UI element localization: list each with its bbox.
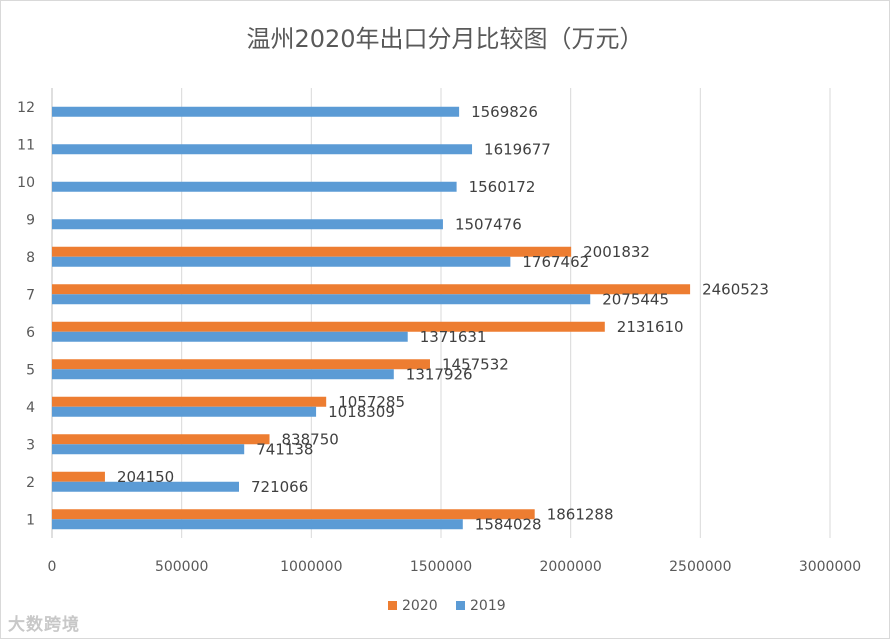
data-label-2020-5: 1457532 (442, 355, 509, 373)
data-label-2019-2: 721066 (251, 478, 308, 496)
x-axis-ticks: 0 500000 1000000 1500000 2000000 2500000 30000… (48, 559, 862, 575)
data-label-2020-8: 2001832 (583, 243, 650, 261)
bar-2019-2 (52, 481, 239, 492)
x-tick-label-0: 0 (48, 559, 57, 575)
legend-label-2019: 2019 (470, 598, 506, 614)
data-label-2019-4: 1018309 (328, 403, 395, 421)
data-label-2020-7: 2460523 (702, 280, 769, 298)
y-tick-label-7: 7 (26, 287, 35, 303)
x-tick-label-1: 500000 (155, 559, 208, 575)
x-tick-label-3: 1500000 (410, 559, 472, 575)
x-tick-label-5: 2500000 (669, 559, 731, 575)
data-label-2019-9: 1507476 (455, 215, 522, 233)
bar-2019-4 (52, 406, 317, 417)
y-tick-label-4: 4 (26, 400, 35, 416)
data-label-2019-6: 1371631 (420, 328, 487, 346)
watermark-logo: 大数跨境 (8, 610, 80, 635)
y-tick-label-9: 9 (26, 212, 35, 228)
bar-2020-2 (52, 471, 105, 482)
bar-2019-10 (52, 181, 457, 192)
y-tick-label-6: 6 (26, 325, 35, 341)
bar-2019-11 (52, 144, 473, 155)
x-tick-label-4: 2000000 (539, 559, 601, 575)
data-label-2019-10: 1560172 (469, 178, 536, 196)
data-label-2019-3: 741138 (256, 440, 313, 458)
data-label-2019-11: 1619677 (484, 140, 551, 158)
data-label-2020-6: 2131610 (617, 318, 684, 336)
data-label-2020-2: 204150 (117, 468, 174, 486)
y-tick-label-11: 11 (17, 137, 35, 153)
chart-title: 温州2020年出口分月比较图（万元） (246, 25, 643, 53)
bar-2020-5 (52, 359, 430, 370)
y-tick-label-8: 8 (26, 250, 35, 266)
y-tick-label-12: 12 (17, 100, 35, 116)
data-label-2019-7: 2075445 (602, 290, 669, 308)
data-label-2019-8: 1767462 (522, 253, 589, 271)
bar-2020-3 (52, 434, 270, 445)
bar-2019-6 (52, 331, 408, 342)
data-label-2020-4: 1057285 (338, 393, 405, 411)
watermark-text: 大数跨境 (8, 615, 80, 635)
data-label-2019-5: 1317926 (406, 365, 473, 383)
bar-2019-5 (52, 369, 394, 380)
x-tick-label-6: 3000000 (799, 559, 861, 575)
legend: 2020 2019 (388, 598, 506, 614)
bar-2019-12 (52, 106, 460, 117)
bar-2019-1 (52, 519, 463, 530)
bar-2020-7 (52, 284, 691, 295)
y-tick-label-3: 3 (26, 437, 35, 453)
bar-2019-8 (52, 256, 511, 267)
data-label-2019-12: 1569826 (471, 103, 538, 121)
bars (52, 106, 691, 530)
bar-2020-1 (52, 509, 535, 520)
bar-2019-3 (52, 444, 245, 455)
data-label-2020-3: 838750 (282, 430, 339, 448)
x-tick-label-2: 1000000 (280, 559, 342, 575)
gridlines (51, 88, 831, 538)
y-tick-label-5: 5 (26, 362, 35, 378)
legend-swatch-2020 (388, 601, 397, 610)
bar-2020-6 (52, 321, 605, 332)
legend-label-2020: 2020 (402, 598, 438, 614)
legend-swatch-2019 (456, 601, 465, 610)
y-tick-label-1: 1 (26, 512, 35, 528)
data-label-2020-1: 1861288 (547, 505, 614, 523)
bar-2020-4 (52, 396, 327, 407)
bar-2019-7 (52, 294, 591, 305)
data-label-2019-1: 1584028 (475, 515, 542, 533)
bar-2020-8 (52, 246, 572, 257)
y-tick-label-10: 10 (17, 175, 35, 191)
bar-2019-9 (52, 219, 443, 230)
y-tick-label-2: 2 (26, 475, 35, 491)
